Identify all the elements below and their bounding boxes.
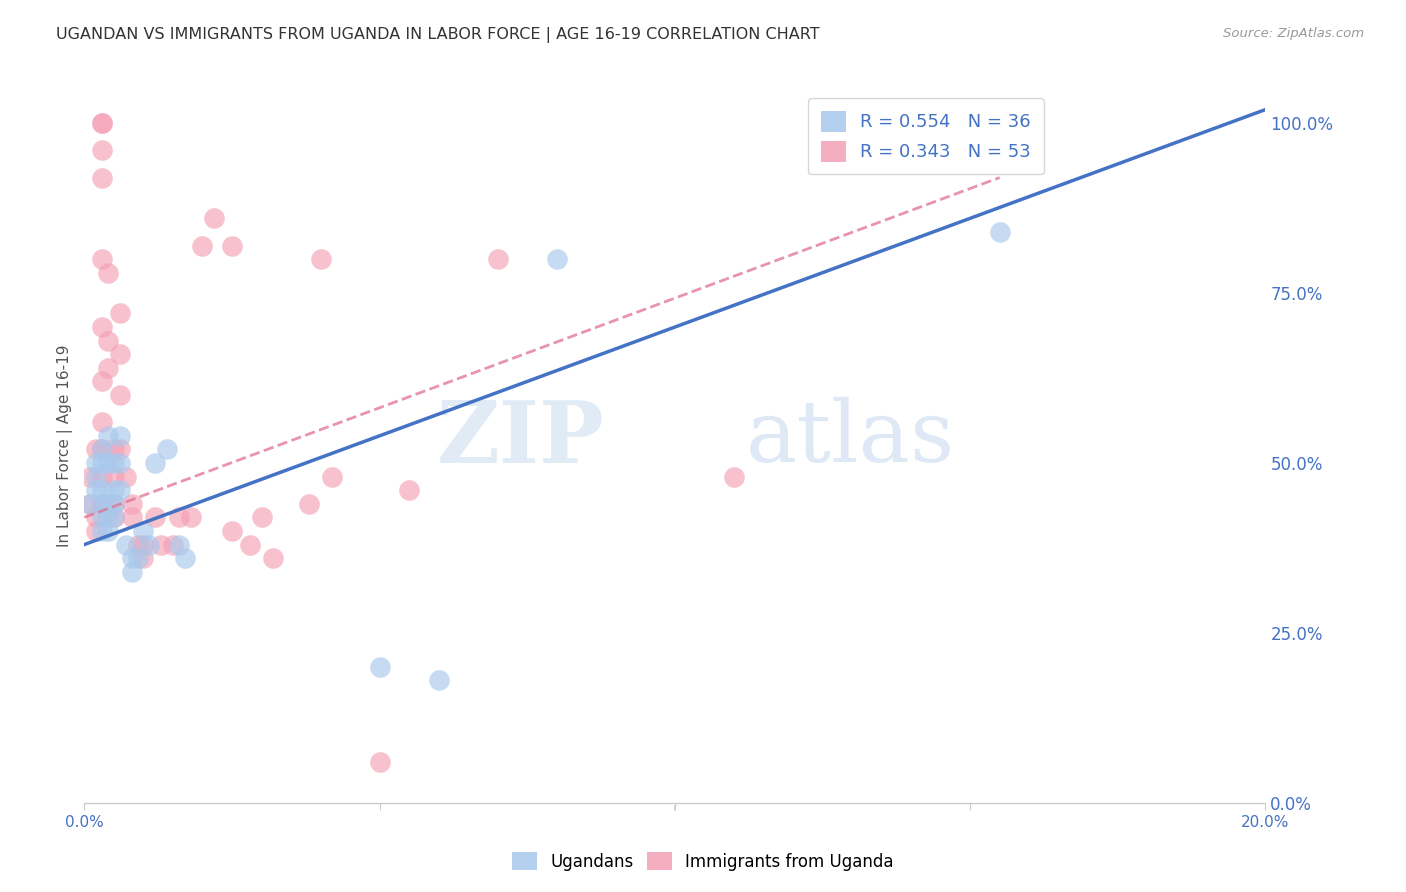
- Point: [132, 537, 155, 551]
- Point: [180, 510, 202, 524]
- Point: [221, 524, 243, 538]
- Point: [79, 497, 101, 511]
- Point: [91, 320, 114, 334]
- Point: [398, 483, 420, 498]
- Point: [368, 660, 391, 674]
- Point: [103, 510, 125, 524]
- Point: [97, 524, 120, 538]
- Point: [108, 429, 131, 443]
- Point: [114, 537, 136, 551]
- Point: [108, 456, 131, 470]
- Point: [121, 565, 143, 579]
- Point: [91, 415, 114, 429]
- Point: [221, 238, 243, 252]
- Point: [91, 456, 114, 470]
- Point: [132, 551, 155, 566]
- Point: [156, 442, 179, 457]
- Point: [546, 252, 568, 266]
- Point: [79, 469, 101, 483]
- Text: UGANDAN VS IMMIGRANTS FROM UGANDA IN LABOR FORCE | AGE 16-19 CORRELATION CHART: UGANDAN VS IMMIGRANTS FROM UGANDA IN LAB…: [56, 27, 820, 43]
- Point: [79, 497, 101, 511]
- Point: [97, 497, 120, 511]
- Legend: R = 0.554   N = 36, R = 0.343   N = 53: R = 0.554 N = 36, R = 0.343 N = 53: [808, 98, 1043, 174]
- Legend: Ugandans, Immigrants from Uganda: Ugandans, Immigrants from Uganda: [503, 844, 903, 880]
- Point: [91, 510, 114, 524]
- Point: [191, 238, 214, 252]
- Point: [91, 483, 114, 498]
- Point: [103, 510, 125, 524]
- Point: [143, 510, 166, 524]
- Point: [84, 510, 107, 524]
- Point: [309, 252, 332, 266]
- Text: Source: ZipAtlas.com: Source: ZipAtlas.com: [1223, 27, 1364, 40]
- Point: [250, 510, 273, 524]
- Point: [91, 116, 114, 130]
- Point: [321, 469, 343, 483]
- Point: [103, 483, 125, 498]
- Point: [121, 551, 143, 566]
- Point: [114, 469, 136, 483]
- Point: [103, 442, 125, 457]
- Point: [103, 497, 125, 511]
- Point: [91, 170, 114, 185]
- Point: [127, 537, 149, 551]
- Point: [167, 537, 190, 551]
- Point: [486, 252, 509, 266]
- Point: [108, 306, 131, 320]
- Point: [91, 497, 114, 511]
- Point: [150, 537, 173, 551]
- Point: [91, 252, 114, 266]
- Point: [262, 551, 284, 566]
- Point: [132, 524, 155, 538]
- Point: [97, 266, 120, 280]
- Point: [97, 360, 120, 375]
- Point: [84, 524, 107, 538]
- Point: [368, 755, 391, 769]
- Point: [91, 497, 114, 511]
- Point: [97, 429, 120, 443]
- Point: [127, 551, 149, 566]
- Point: [202, 211, 225, 226]
- Point: [239, 537, 262, 551]
- Text: atlas: atlas: [745, 397, 955, 481]
- Point: [108, 388, 131, 402]
- Point: [121, 510, 143, 524]
- Point: [91, 144, 114, 158]
- Point: [91, 116, 114, 130]
- Point: [103, 469, 125, 483]
- Point: [298, 497, 321, 511]
- Point: [108, 442, 131, 457]
- Point: [162, 537, 184, 551]
- Point: [84, 456, 107, 470]
- Point: [138, 537, 160, 551]
- Point: [108, 347, 131, 361]
- Text: ZIP: ZIP: [436, 397, 605, 481]
- Point: [84, 442, 107, 457]
- Point: [84, 483, 107, 498]
- Point: [988, 225, 1011, 239]
- Point: [103, 456, 125, 470]
- Point: [91, 469, 114, 483]
- Point: [97, 456, 120, 470]
- Point: [91, 524, 114, 538]
- Point: [143, 456, 166, 470]
- Point: [103, 497, 125, 511]
- Point: [91, 442, 114, 457]
- Point: [91, 497, 114, 511]
- Point: [84, 469, 107, 483]
- Point: [427, 673, 450, 688]
- Point: [97, 510, 120, 524]
- Point: [173, 551, 195, 566]
- Point: [91, 375, 114, 389]
- Point: [723, 469, 745, 483]
- Point: [91, 442, 114, 457]
- Point: [167, 510, 190, 524]
- Point: [108, 483, 131, 498]
- Point: [97, 334, 120, 348]
- Y-axis label: In Labor Force | Age 16-19: In Labor Force | Age 16-19: [58, 344, 73, 548]
- Point: [121, 497, 143, 511]
